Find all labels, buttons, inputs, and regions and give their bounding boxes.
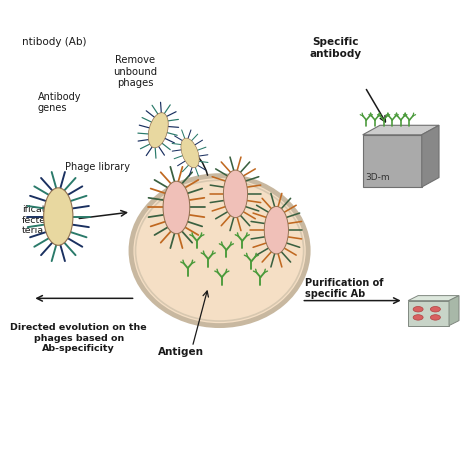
Text: Purification of
specific Ab: Purification of specific Ab <box>305 278 383 300</box>
Ellipse shape <box>148 113 168 148</box>
Text: ification
fected
teria: ification fected teria <box>22 205 60 235</box>
Polygon shape <box>408 301 449 326</box>
Ellipse shape <box>44 188 73 245</box>
Polygon shape <box>363 125 439 135</box>
Ellipse shape <box>413 315 423 320</box>
Polygon shape <box>363 135 422 187</box>
Text: Antibody
genes: Antibody genes <box>38 91 82 113</box>
Ellipse shape <box>264 207 289 254</box>
Ellipse shape <box>131 176 308 326</box>
Ellipse shape <box>223 170 247 218</box>
Text: Specific
antibody: Specific antibody <box>310 37 362 59</box>
Ellipse shape <box>430 315 440 320</box>
Text: ntibody (Ab): ntibody (Ab) <box>22 37 86 47</box>
Polygon shape <box>449 296 459 326</box>
Ellipse shape <box>430 307 440 312</box>
Polygon shape <box>422 125 439 187</box>
Text: Phage library: Phage library <box>65 162 130 172</box>
Polygon shape <box>408 296 459 301</box>
Text: Antigen: Antigen <box>158 347 204 357</box>
Ellipse shape <box>413 307 423 312</box>
Ellipse shape <box>181 138 199 168</box>
Text: 3D-m: 3D-m <box>365 173 390 182</box>
Text: Directed evolution on the
phages based on
Ab-specificity: Directed evolution on the phages based o… <box>10 323 147 353</box>
Ellipse shape <box>163 181 190 234</box>
Text: Remove
unbound
phages: Remove unbound phages <box>113 55 157 89</box>
